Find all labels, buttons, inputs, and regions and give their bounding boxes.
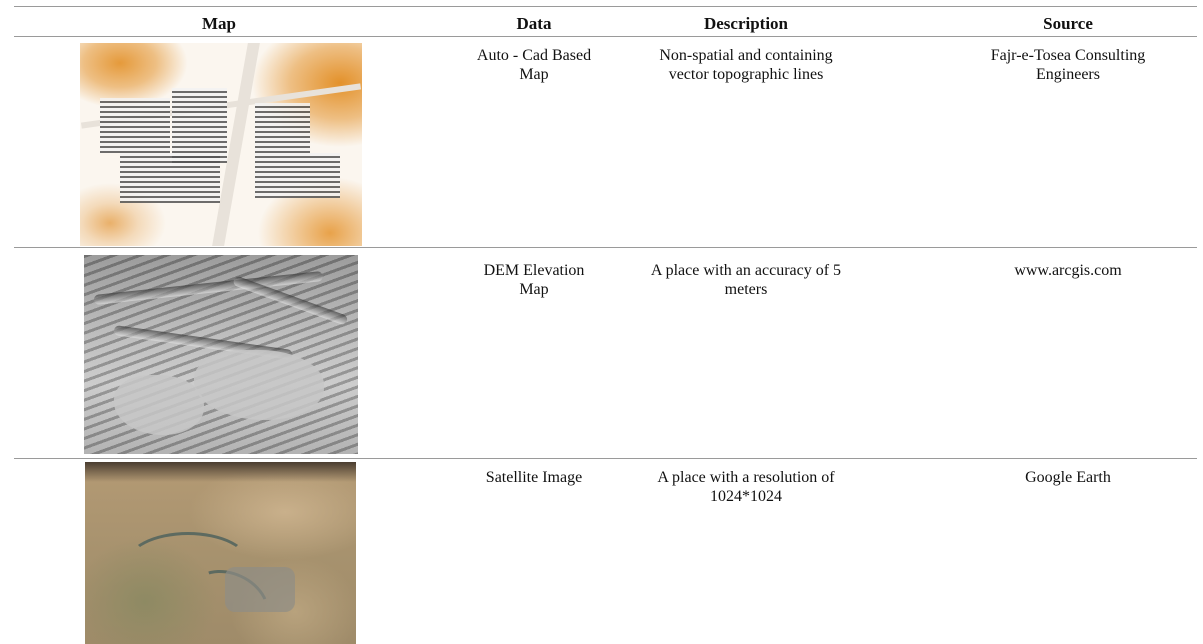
row-1-data: Auto - Cad Based Map [476,47,592,83]
row-3-source: Google Earth [1025,469,1111,486]
satellite-image [85,462,356,644]
header-source: Source [1043,14,1093,33]
auto-cad-map-image [80,43,362,246]
header-map: Map [202,14,236,33]
table-top-rule [14,6,1197,7]
row-divider [14,247,1197,248]
row-2-data: DEM Elevation Map [483,262,585,298]
row-divider [14,458,1197,459]
row-2-description: A place with an accuracy of 5 meters [650,262,842,298]
dem-elevation-map-image [84,255,358,454]
row-3-data: Satellite Image [485,469,583,486]
row-1-description: Non-spatial and containing vector topogr… [659,47,833,83]
row-2-source: www.arcgis.com [1014,262,1122,279]
header-data: Data [516,14,552,33]
header-description: Description [703,14,789,33]
row-1-source: Fajr-e-Tosea Consulting Engineers [990,47,1146,83]
header-rule [14,36,1197,37]
row-3-description: A place with a resolution of 1024*1024 [657,469,835,505]
